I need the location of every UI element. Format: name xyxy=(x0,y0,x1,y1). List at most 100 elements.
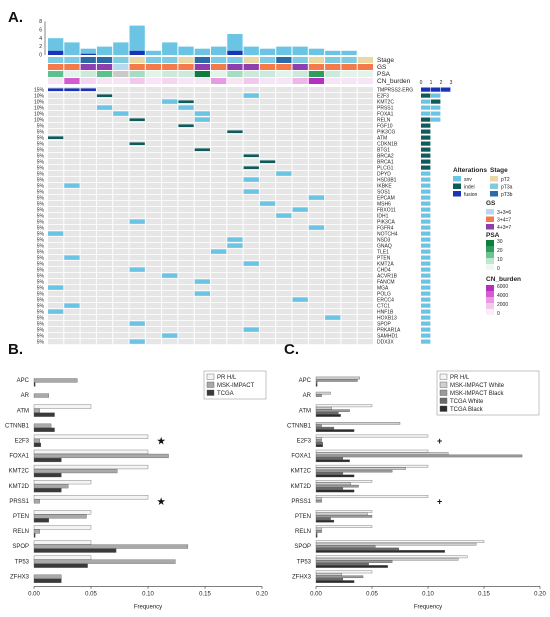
right-bar-segment xyxy=(421,207,431,212)
matrix-cell xyxy=(96,219,113,225)
matrix-cell xyxy=(162,129,178,135)
matrix-cell xyxy=(308,117,325,123)
matrix-cell xyxy=(243,309,259,315)
category-label: KMT2D xyxy=(291,484,312,490)
gene-percent: 5% xyxy=(37,322,45,328)
matrix-cell xyxy=(48,291,64,297)
matrix-cell xyxy=(129,213,145,219)
matrix-cell xyxy=(227,315,243,321)
annotation-cell xyxy=(243,57,259,63)
right-bar-segment xyxy=(421,315,431,320)
matrix-cell xyxy=(276,183,292,189)
matrix-cell xyxy=(64,171,80,177)
matrix-cell xyxy=(259,141,276,147)
gene-percent: 5% xyxy=(37,160,45,166)
matrix-cell xyxy=(162,93,178,99)
matrix-cell xyxy=(357,153,373,159)
right-bar-segment xyxy=(421,321,431,326)
matrix-cell xyxy=(325,321,341,327)
matrix-cell xyxy=(357,225,373,231)
right-bar-segment xyxy=(421,237,431,242)
matrix-cell xyxy=(325,255,341,261)
bar xyxy=(33,408,40,413)
matrix-cell xyxy=(113,195,129,201)
legend-label: TCGA xyxy=(217,391,234,397)
top-bar-snv xyxy=(227,34,243,51)
matrix-cell xyxy=(96,225,113,231)
right-bar-segment xyxy=(421,165,431,170)
matrix-cell xyxy=(227,321,243,327)
matrix-cell xyxy=(211,327,227,333)
matrix-cell xyxy=(162,105,178,111)
matrix-cell xyxy=(178,183,194,189)
matrix-cell xyxy=(64,231,80,237)
panel-c-chart: 0.00 0.05 0.10 0.15 0.20 Frequency APC AR ATM CTN… xyxy=(287,370,546,610)
legend-cn-gradient-step xyxy=(486,309,494,315)
matrix-cell xyxy=(276,267,292,273)
matrix-cell xyxy=(341,123,357,129)
matrix-cell xyxy=(194,303,210,309)
bar xyxy=(315,406,332,410)
matrix-cell xyxy=(64,243,80,249)
gene-label: TMPRSS2-ERG xyxy=(377,88,413,94)
matrix-cell xyxy=(162,309,178,315)
matrix-cell xyxy=(259,225,276,231)
matrix-cell xyxy=(341,291,357,297)
legend-stage-label: pT3b xyxy=(501,192,513,198)
bar xyxy=(315,426,335,430)
matrix-cell xyxy=(341,141,357,147)
matrix-cell xyxy=(113,117,129,123)
mutation-indel xyxy=(129,118,145,121)
right-bar-segment xyxy=(421,93,431,98)
matrix-cell xyxy=(194,105,210,111)
matrix-cell xyxy=(357,195,373,201)
matrix-cell xyxy=(211,243,227,249)
right-bar-segment xyxy=(421,135,431,140)
matrix-cell xyxy=(308,201,325,207)
right-bar-segment xyxy=(431,93,441,98)
gene-label: NOTCH4 xyxy=(377,232,398,238)
gene-label: E2F3 xyxy=(377,94,389,100)
matrix-cell xyxy=(211,297,227,303)
gene-label: KMT2A xyxy=(377,262,394,268)
gene-percent: 5% xyxy=(37,328,45,334)
matrix-cell xyxy=(243,291,259,297)
legend-cn-gradient-step xyxy=(486,285,494,291)
matrix-cell xyxy=(211,213,227,219)
matrix-cell xyxy=(292,171,308,177)
matrix-cell xyxy=(96,123,113,129)
matrix-cell xyxy=(145,129,162,135)
matrix-cell xyxy=(178,315,194,321)
matrix-cell xyxy=(48,339,64,345)
matrix-cell xyxy=(308,249,325,255)
legend-swatch xyxy=(439,405,448,412)
matrix-cell xyxy=(162,141,178,147)
matrix-cell xyxy=(276,189,292,195)
mutation-snv xyxy=(292,207,308,212)
matrix-cell xyxy=(276,291,292,297)
mutation-snv xyxy=(129,321,145,326)
matrix-cell xyxy=(194,207,210,213)
matrix-cell xyxy=(113,249,129,255)
matrix-cell xyxy=(308,291,325,297)
matrix-cell xyxy=(325,183,341,189)
matrix-cell xyxy=(178,129,194,135)
matrix-cell xyxy=(64,213,80,219)
matrix-cell xyxy=(194,327,210,333)
matrix-cell xyxy=(276,159,292,165)
gene-label: FGFR4 xyxy=(377,226,394,232)
matrix-cell xyxy=(357,147,373,153)
bar xyxy=(315,547,400,551)
matrix-cell xyxy=(308,171,325,177)
matrix-cell xyxy=(80,195,96,201)
matrix-cell xyxy=(243,321,259,327)
matrix-cell xyxy=(194,153,210,159)
matrix-cell xyxy=(178,117,194,123)
matrix-cell xyxy=(145,249,162,255)
mutation-snv xyxy=(129,267,145,272)
matrix-cell xyxy=(227,297,243,303)
matrix-cell xyxy=(113,339,129,345)
legend-psa-gradient-step xyxy=(486,246,494,252)
gene-label: SOS1 xyxy=(377,190,391,196)
matrix-cell xyxy=(357,249,373,255)
